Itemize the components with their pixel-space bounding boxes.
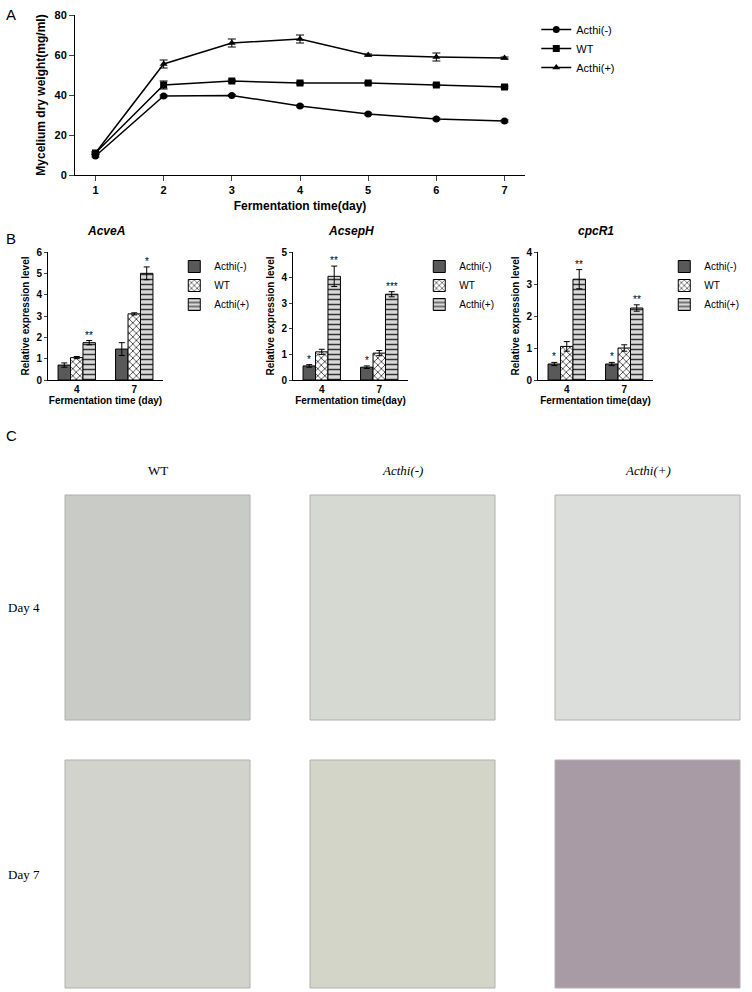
svg-text:2: 2: [526, 311, 532, 322]
svg-text:5: 5: [281, 247, 287, 258]
svg-text:4: 4: [36, 289, 42, 300]
svg-text:0: 0: [36, 375, 42, 386]
svg-text:1: 1: [281, 349, 287, 360]
svg-text:*: *: [145, 256, 149, 267]
svg-text:Day 4: Day 4: [8, 600, 40, 615]
svg-text:WT: WT: [459, 280, 475, 291]
svg-text:1: 1: [36, 353, 42, 364]
svg-text:A: A: [6, 6, 16, 23]
svg-text:Fermentation time(day): Fermentation time(day): [234, 199, 367, 213]
svg-text:7: 7: [131, 384, 137, 395]
svg-text:WT: WT: [148, 463, 168, 478]
svg-text:B: B: [6, 230, 16, 247]
svg-text:Acthi(+): Acthi(+): [459, 299, 494, 310]
svg-text:WT: WT: [704, 280, 720, 291]
svg-text:1: 1: [92, 184, 98, 196]
svg-text:3: 3: [36, 311, 42, 322]
svg-text:**: **: [575, 259, 583, 270]
svg-text:2: 2: [281, 323, 287, 334]
svg-text:5: 5: [365, 184, 371, 196]
svg-text:3: 3: [281, 298, 287, 309]
svg-text:Acthi(+): Acthi(+): [625, 463, 671, 478]
svg-text:4: 4: [74, 384, 80, 395]
svg-text:Relative expression level: Relative expression level: [510, 256, 521, 375]
svg-text:AcveA: AcveA: [87, 224, 125, 238]
svg-text:*: *: [307, 354, 311, 365]
svg-text:**: **: [85, 330, 93, 341]
svg-text:**: **: [633, 294, 641, 305]
svg-text:*: *: [365, 355, 369, 366]
svg-text:WT: WT: [214, 280, 230, 291]
svg-text:AcsepH: AcsepH: [328, 224, 374, 238]
svg-text:2: 2: [161, 184, 167, 196]
svg-text:20: 20: [55, 129, 67, 141]
svg-text:Relative expression level: Relative expression level: [20, 256, 31, 375]
svg-text:*: *: [610, 351, 614, 362]
svg-text:Fermentation time (day): Fermentation time (day): [49, 395, 162, 406]
svg-text:7: 7: [501, 184, 507, 196]
svg-text:Acthi(-): Acthi(-): [459, 261, 491, 272]
svg-text:***: ***: [386, 281, 398, 292]
svg-text:Acthi(+): Acthi(+): [576, 62, 614, 74]
svg-text:4: 4: [297, 184, 304, 196]
svg-text:Acthi(-): Acthi(-): [382, 463, 423, 478]
svg-text:cpcR1: cpcR1: [578, 224, 614, 238]
svg-text:*: *: [552, 351, 556, 362]
svg-text:Mycelium dry weight(mg/ml): Mycelium dry weight(mg/ml): [34, 14, 48, 175]
svg-text:4: 4: [319, 384, 325, 395]
svg-text:Acthi(+): Acthi(+): [214, 299, 249, 310]
svg-text:1: 1: [526, 343, 532, 354]
svg-text:0: 0: [281, 375, 287, 386]
svg-text:2: 2: [36, 332, 42, 343]
svg-text:Fermentation time(day): Fermentation time(day): [295, 395, 406, 406]
svg-text:**: **: [330, 255, 338, 266]
svg-text:6: 6: [36, 247, 42, 258]
svg-text:C: C: [6, 427, 17, 444]
svg-text:3: 3: [526, 279, 532, 290]
svg-text:4: 4: [281, 272, 287, 283]
svg-text:WT: WT: [576, 43, 593, 55]
svg-text:Relative expression level: Relative expression level: [265, 256, 276, 375]
svg-text:0: 0: [526, 375, 532, 386]
svg-text:Acthi(+): Acthi(+): [704, 299, 739, 310]
svg-text:Fermentation time(day): Fermentation time(day): [540, 395, 651, 406]
svg-text:4: 4: [564, 384, 570, 395]
svg-text:0: 0: [61, 169, 67, 181]
svg-text:5: 5: [36, 268, 42, 279]
svg-text:6: 6: [433, 184, 439, 196]
svg-text:4: 4: [526, 247, 532, 258]
svg-text:Day 7: Day 7: [8, 867, 40, 882]
svg-text:Acthi(-): Acthi(-): [576, 24, 611, 36]
svg-text:7: 7: [376, 384, 382, 395]
svg-text:Acthi(-): Acthi(-): [704, 261, 736, 272]
svg-text:Acthi(-): Acthi(-): [214, 261, 246, 272]
svg-text:7: 7: [621, 384, 627, 395]
svg-text:3: 3: [229, 184, 235, 196]
svg-text:40: 40: [55, 89, 67, 101]
svg-text:60: 60: [55, 49, 67, 61]
svg-text:80: 80: [55, 9, 67, 21]
